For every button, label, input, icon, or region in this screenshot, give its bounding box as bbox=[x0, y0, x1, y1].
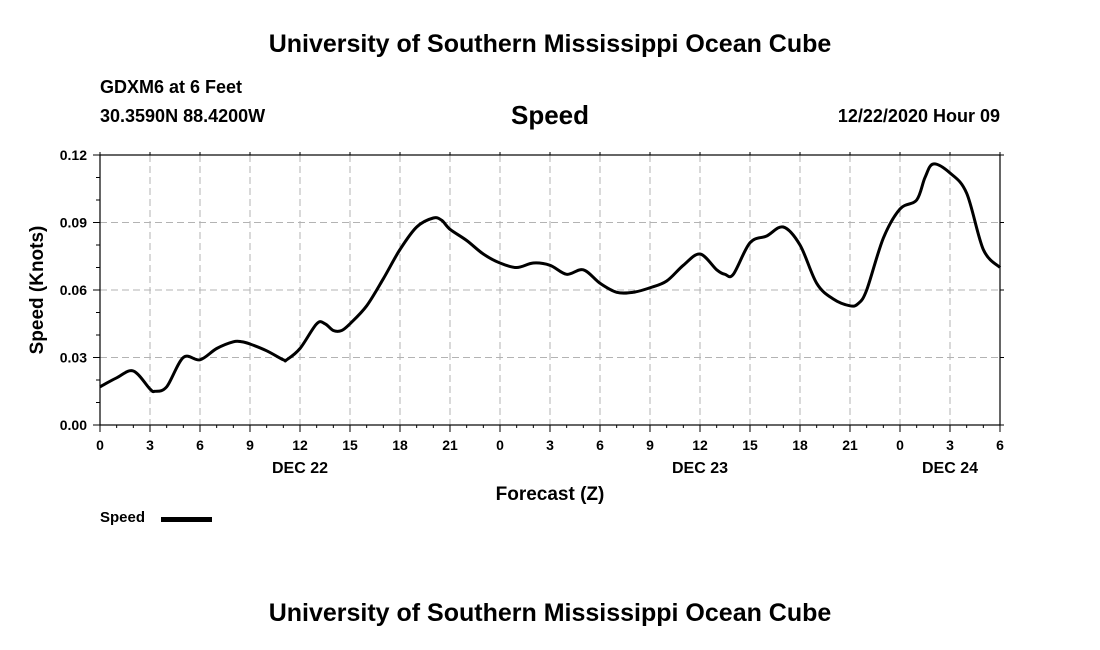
forecast-datetime: 12/22/2020 Hour 09 bbox=[837, 106, 1000, 126]
x-tick-label: 15 bbox=[742, 437, 758, 453]
speed-series-line bbox=[99, 162, 1002, 394]
x-tick-label: 15 bbox=[342, 437, 358, 453]
x-tick-label: 18 bbox=[792, 437, 808, 453]
coordinates-label: 30.3590N 88.4200W bbox=[100, 106, 266, 126]
x-tick-label: 18 bbox=[392, 437, 408, 453]
x-tick-label: 12 bbox=[692, 437, 708, 453]
y-tick-label: 0.03 bbox=[60, 350, 87, 366]
x-tick-label: 6 bbox=[596, 437, 604, 453]
x-tick-label: 9 bbox=[646, 437, 654, 453]
tick-layer: 0 3 6 9 12 15 18 21 0 3 6 9 12 15 18 21 0 3 6 0.00 0.03 0.06 0… bbox=[60, 147, 1004, 477]
x-tick-label: 0 bbox=[496, 437, 504, 453]
legend-label: Speed bbox=[100, 509, 146, 526]
x-tick-label: 3 bbox=[546, 437, 554, 453]
footer-title: University of Southern Mississippi Ocean… bbox=[268, 599, 832, 627]
y-tick-label: 0.09 bbox=[60, 215, 87, 231]
page-title: University of Southern Mississippi Ocean… bbox=[268, 30, 832, 58]
x-tick-label: 9 bbox=[246, 437, 254, 453]
x-tick-label: 0 bbox=[896, 437, 904, 453]
date-label: DEC 22 bbox=[272, 460, 328, 477]
x-tick-label: 6 bbox=[996, 437, 1004, 453]
station-label: GDXM6 at 6 Feet bbox=[100, 77, 243, 97]
x-tick-label: 3 bbox=[946, 437, 954, 453]
x-tick-label: 0 bbox=[96, 437, 104, 453]
x-tick-label: 21 bbox=[442, 437, 458, 453]
y-axis-label: Speed (Knots) bbox=[27, 226, 48, 355]
y-tick-label: 0.12 bbox=[60, 147, 87, 163]
legend-line-swatch bbox=[161, 517, 212, 522]
x-tick-label: 3 bbox=[146, 437, 154, 453]
grid-layer bbox=[100, 155, 1000, 425]
x-tick-label: 12 bbox=[292, 437, 308, 453]
x-tick-label: 21 bbox=[842, 437, 858, 453]
date-label: DEC 23 bbox=[672, 460, 728, 477]
date-label: DEC 24 bbox=[922, 460, 978, 477]
x-axis-label: Forecast (Z) bbox=[496, 484, 605, 505]
chart-title: Speed bbox=[510, 100, 590, 130]
y-tick-label: 0.06 bbox=[60, 282, 87, 298]
y-tick-label: 0.00 bbox=[60, 417, 87, 433]
x-tick-label: 6 bbox=[196, 437, 204, 453]
